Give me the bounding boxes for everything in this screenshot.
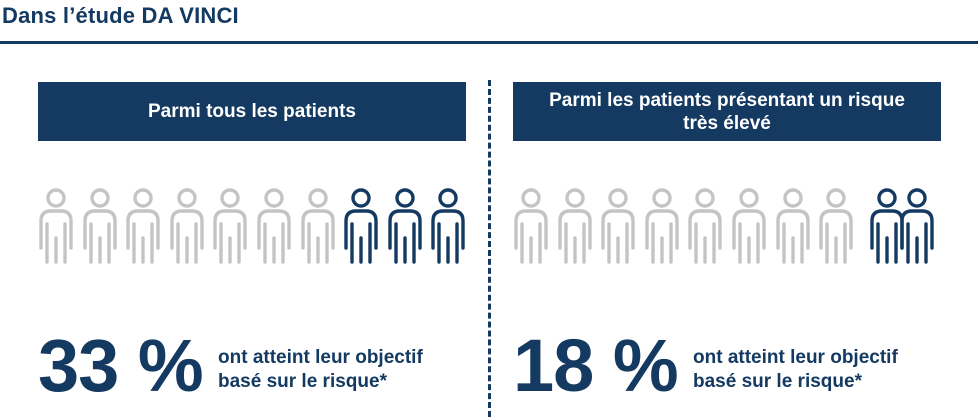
person-icon bbox=[600, 188, 636, 264]
banner-very-high-risk: Parmi les patients présentant un risque … bbox=[513, 82, 941, 141]
stat-description: ont atteint leur objectif basé sur le ri… bbox=[693, 346, 898, 394]
person-icon bbox=[300, 188, 336, 264]
stat-very-high-risk: 18 % ont atteint leur objectif basé sur … bbox=[513, 326, 953, 406]
stat-description-line-1: ont atteint leur objectif bbox=[218, 347, 423, 368]
people-row-very-high-risk bbox=[513, 188, 941, 266]
person-icon bbox=[731, 188, 767, 264]
person-icon bbox=[256, 188, 292, 264]
person-icon-highlighted bbox=[387, 188, 423, 264]
stat-description-line-2: basé sur le risque* bbox=[693, 371, 862, 392]
panel-all-patients: Parmi tous les patients 33 % ont atteint… bbox=[38, 82, 466, 406]
person-icon bbox=[687, 188, 723, 264]
person-icon-highlighted bbox=[430, 188, 466, 264]
panel-very-high-risk: Parmi les patients présentant un risque … bbox=[513, 82, 941, 406]
person-icon bbox=[513, 188, 549, 264]
person-icon bbox=[557, 188, 593, 264]
person-icon bbox=[775, 188, 811, 264]
stat-all-patients: 33 % ont atteint leur objectif basé sur … bbox=[38, 326, 478, 406]
person-icon bbox=[125, 188, 161, 264]
dashed-divider bbox=[488, 80, 491, 417]
person-icon-highlighted bbox=[869, 188, 905, 264]
person-icon bbox=[818, 188, 854, 264]
person-icon-highlighted bbox=[343, 188, 379, 264]
stat-description-line-2: basé sur le risque* bbox=[218, 371, 387, 392]
people-row-all-patients bbox=[38, 188, 466, 266]
person-icon-highlighted bbox=[899, 188, 935, 264]
stat-description: ont atteint leur objectif basé sur le ri… bbox=[218, 346, 423, 394]
percent-value: 33 % bbox=[38, 324, 204, 407]
person-icon bbox=[82, 188, 118, 264]
percent-value: 18 % bbox=[513, 324, 679, 407]
person-icon bbox=[212, 188, 248, 264]
person-icon bbox=[38, 188, 74, 264]
stat-description-line-1: ont atteint leur objectif bbox=[693, 347, 898, 368]
page-title: Dans l’étude DA VINCI bbox=[2, 3, 239, 28]
person-icon bbox=[169, 188, 205, 264]
person-icon bbox=[644, 188, 680, 264]
title-underline bbox=[0, 41, 978, 44]
banner-all-patients: Parmi tous les patients bbox=[38, 82, 466, 141]
